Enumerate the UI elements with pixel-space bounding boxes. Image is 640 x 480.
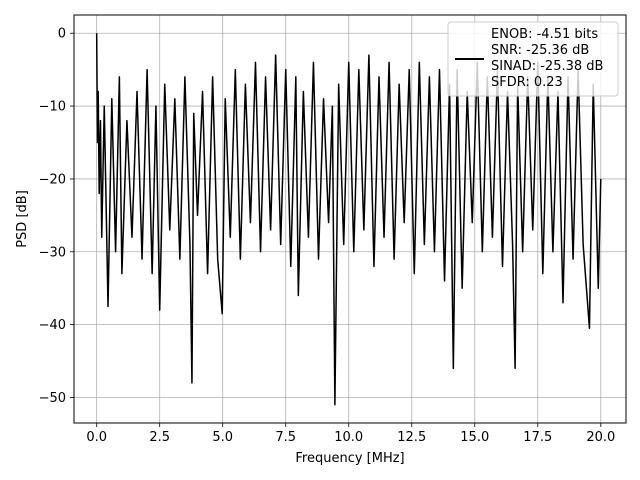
legend-line-sinad: SINAD: -25.38 dB [491,59,603,74]
x-tick-label: 7.5 [275,430,296,445]
y-tick-label: −30 [39,245,66,260]
psd-series-line [95,33,602,406]
legend-line-snr: SNR: -25.36 dB [491,43,589,58]
legend-box [447,21,619,97]
axes-frame [73,14,627,424]
x-tick-label: 10.0 [334,430,363,445]
y-tick-label: −10 [39,100,66,115]
x-axis-label: Frequency [MHz] [295,451,404,466]
x-axis-ticks: 0.0 2.5 5.0 7.5 10.0 12.5 15.0 17.5 20.0 [86,423,615,445]
x-tick-label: 15.0 [460,430,489,445]
y-tick-label: 0 [58,27,66,42]
x-tick-label: 0.0 [86,430,107,445]
y-tick-label: −50 [39,391,66,406]
y-tick-label: −40 [39,318,66,333]
y-axis-label: PSD [dB] [15,190,30,248]
y-axis-ticks: 0 −10 −20 −30 −40 −50 [39,27,74,406]
x-tick-label: 12.5 [397,430,426,445]
plot-area [95,33,602,406]
y-tick-label: −20 [39,172,66,187]
x-tick-label: 20.0 [586,430,615,445]
legend-line-enob: ENOB: -4.51 bits [491,27,598,42]
legend: ENOB: -4.51 bits SNR: -25.36 dB SINAD: -… [447,21,619,97]
x-tick-label: 2.5 [149,430,170,445]
x-tick-label: 17.5 [523,430,552,445]
x-tick-label: 5.0 [212,430,233,445]
legend-line-sfdr: SFDR: 0.23 [491,75,563,90]
